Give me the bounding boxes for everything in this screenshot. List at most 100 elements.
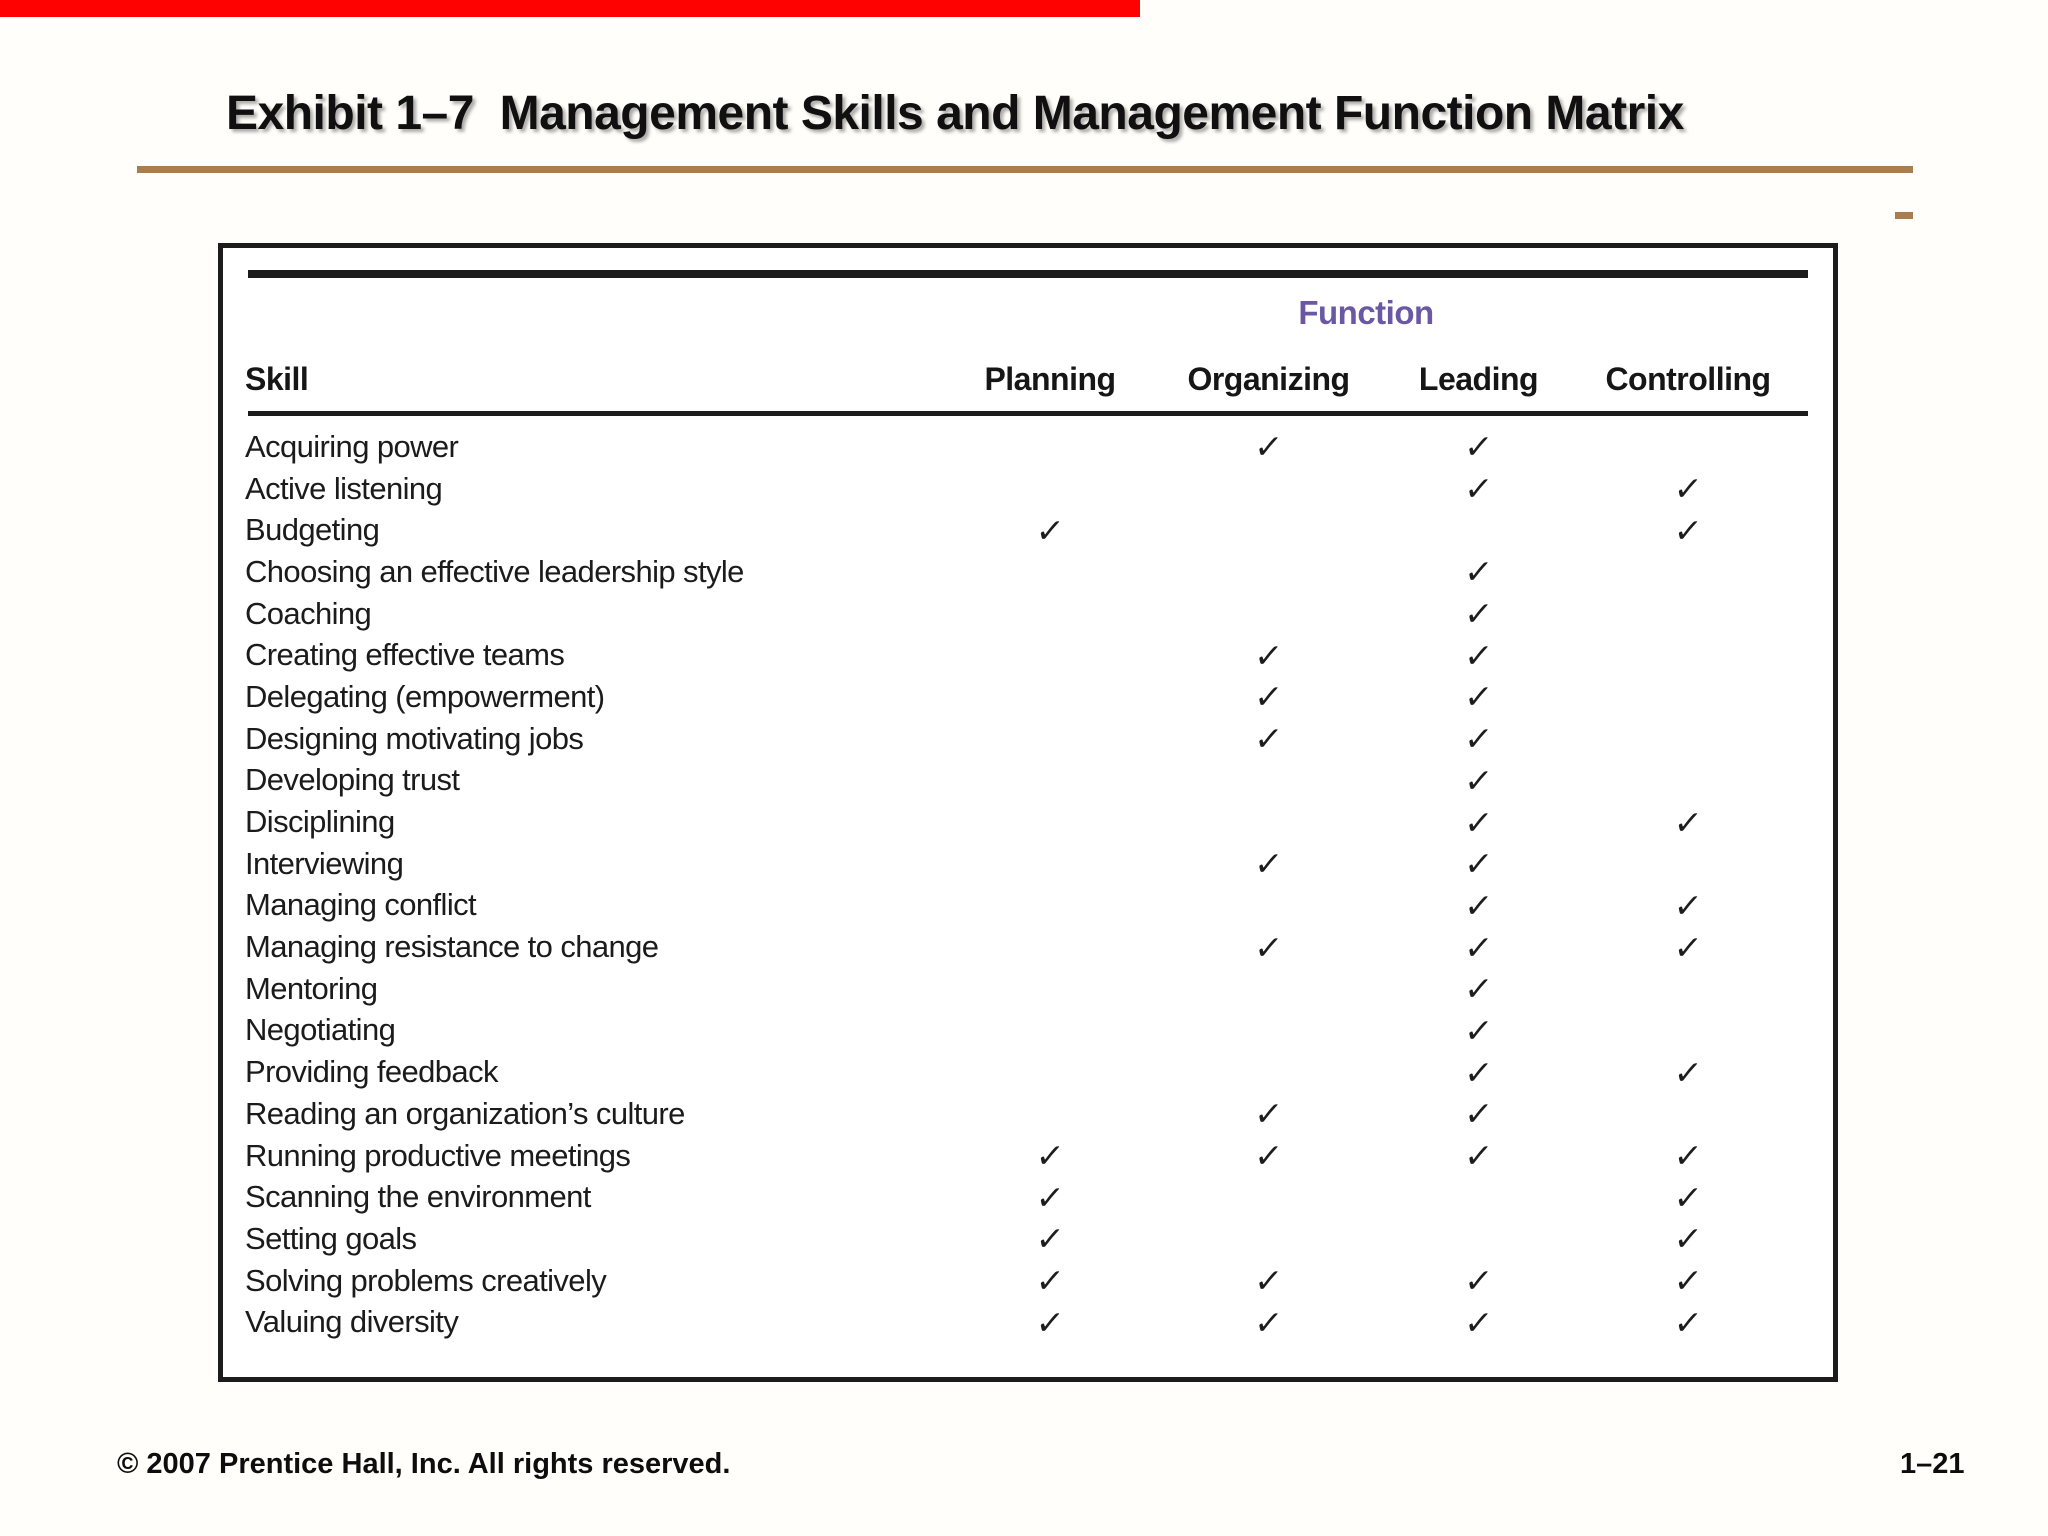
checkmark-icon-leading: ✓ (1462, 927, 1495, 967)
table-row: Providing feedback ✓ ✓ (223, 1051, 1833, 1093)
skill-label: Managing resistance to change (245, 929, 659, 965)
checkmark-icon-controlling: ✓ (1672, 1177, 1704, 1217)
checkmark-icon-planning: ✓ (1034, 1302, 1066, 1342)
checkmark-icon-controlling: ✓ (1672, 469, 1704, 509)
skills-function-matrix: Function Skill Planning Organizing Leadi… (218, 243, 1838, 1382)
checkmark-icon-planning: ✓ (1034, 1136, 1066, 1176)
table-row: Mentoring ✓ (223, 968, 1833, 1010)
skill-label: Disciplining (245, 804, 395, 840)
checkmark-icon-leading: ✓ (1462, 1302, 1495, 1342)
checkmark-icon-controlling: ✓ (1672, 802, 1704, 842)
checkmark-icon-leading: ✓ (1462, 635, 1495, 675)
skill-label: Developing trust (245, 762, 460, 798)
skill-label: Budgeting (245, 512, 380, 548)
title-underline (137, 166, 1913, 173)
column-header-organizing: Organizing (1187, 361, 1350, 397)
checkmark-icon-controlling: ✓ (1672, 1219, 1704, 1259)
table-row: Delegating (empowerment) ✓ ✓ (223, 676, 1833, 718)
checkmark-icon-organizing: ✓ (1252, 844, 1285, 884)
column-header-leading: Leading (1418, 361, 1539, 397)
table-row: Running productive meetings ✓ ✓ ✓ ✓ (223, 1135, 1833, 1177)
checkmark-icon-leading: ✓ (1462, 844, 1495, 884)
checkmark-icon-leading: ✓ (1462, 427, 1495, 467)
matrix-rows: Acquiring power ✓ ✓ Active listening ✓ ✓ Budge… (223, 420, 1833, 1377)
checkmark-icon-organizing: ✓ (1252, 1136, 1285, 1176)
skill-label: Solving problems creatively (245, 1262, 607, 1298)
checkmark-icon-planning: ✓ (1034, 1219, 1066, 1259)
table-row: Creating effective teams ✓ ✓ (223, 634, 1833, 676)
table-row: Developing trust ✓ (223, 760, 1833, 802)
skill-label: Providing feedback (245, 1054, 498, 1090)
checkmark-icon-organizing: ✓ (1252, 1302, 1285, 1342)
table-row: Acquiring power ✓ ✓ (223, 426, 1833, 468)
skill-label: Acquiring power (245, 428, 459, 464)
table-row: Solving problems creatively ✓ ✓ ✓ ✓ (223, 1260, 1833, 1302)
table-row: Managing conflict ✓ ✓ (223, 885, 1833, 927)
page-number: 1–21 (1900, 1448, 1965, 1480)
skill-label: Mentoring (245, 970, 378, 1006)
checkmark-icon-leading: ✓ (1462, 1261, 1495, 1301)
checkmark-icon-organizing: ✓ (1252, 1094, 1285, 1134)
table-row: Negotiating ✓ (223, 1010, 1833, 1052)
checkmark-icon-organizing: ✓ (1252, 635, 1285, 675)
checkmark-icon-planning: ✓ (1034, 1177, 1066, 1217)
corner-dash (1895, 212, 1913, 219)
slide-title: Exhibit 1–7 Management Skills and Manage… (226, 87, 1684, 140)
table-row: Valuing diversity ✓ ✓ ✓ ✓ (223, 1301, 1833, 1343)
skill-label: Setting goals (245, 1220, 417, 1256)
skill-label: Delegating (empowerment) (245, 678, 605, 714)
checkmark-icon-controlling: ✓ (1672, 927, 1704, 967)
column-header-skill: Skill (245, 361, 309, 397)
checkmark-icon-leading: ✓ (1462, 677, 1495, 717)
checkmark-icon-leading: ✓ (1462, 760, 1495, 800)
skill-label: Scanning the environment (245, 1179, 591, 1215)
checkmark-icon-leading: ✓ (1462, 885, 1495, 925)
table-row: Disciplining ✓ ✓ (223, 801, 1833, 843)
checkmark-icon-organizing: ✓ (1252, 427, 1285, 467)
checkmark-icon-controlling: ✓ (1672, 1302, 1704, 1342)
function-group-header: Function (1298, 294, 1434, 331)
table-row: Coaching ✓ (223, 593, 1833, 635)
table-row: Scanning the environment ✓ ✓ (223, 1176, 1833, 1218)
checkmark-icon-leading: ✓ (1462, 1052, 1495, 1092)
table-row: Reading an organization’s culture ✓ ✓ (223, 1093, 1833, 1135)
skill-label: Negotiating (245, 1012, 396, 1048)
checkmark-icon-organizing: ✓ (1252, 1261, 1285, 1301)
skill-label: Choosing an effective leadership style (245, 553, 744, 589)
skill-label: Designing motivating jobs (245, 720, 584, 756)
checkmark-icon-leading: ✓ (1462, 1136, 1495, 1176)
checkmark-icon-leading: ✓ (1462, 469, 1495, 509)
column-header-controlling: Controlling (1605, 361, 1771, 397)
table-row: Choosing an effective leadership style ✓ (223, 551, 1833, 593)
table-top-rule (248, 270, 1808, 278)
table-row: Budgeting ✓ ✓ (223, 509, 1833, 551)
checkmark-icon-leading: ✓ (1462, 969, 1495, 1009)
checkmark-icon-controlling: ✓ (1672, 1261, 1704, 1301)
checkmark-icon-controlling: ✓ (1672, 1136, 1704, 1176)
skill-label: Running productive meetings (245, 1137, 631, 1173)
table-row: Active listening ✓ ✓ (223, 468, 1833, 510)
checkmark-icon-planning: ✓ (1034, 510, 1066, 550)
table-row: Interviewing ✓ ✓ (223, 843, 1833, 885)
checkmark-icon-leading: ✓ (1462, 719, 1495, 759)
checkmark-icon-leading: ✓ (1462, 802, 1495, 842)
checkmark-icon-controlling: ✓ (1672, 510, 1704, 550)
table-row: Designing motivating jobs ✓ ✓ (223, 718, 1833, 760)
skill-label: Coaching (245, 595, 372, 631)
checkmark-icon-leading: ✓ (1462, 1010, 1495, 1050)
checkmark-icon-planning: ✓ (1034, 1261, 1066, 1301)
checkmark-icon-organizing: ✓ (1252, 927, 1285, 967)
skill-label: Reading an organization’s culture (245, 1095, 685, 1131)
checkmark-icon-organizing: ✓ (1252, 677, 1285, 717)
skill-label: Creating effective teams (245, 637, 565, 673)
skill-label: Valuing diversity (245, 1304, 459, 1340)
checkmark-icon-leading: ✓ (1462, 1094, 1495, 1134)
checkmark-icon-controlling: ✓ (1672, 1052, 1704, 1092)
table-row: Setting goals ✓ ✓ (223, 1218, 1833, 1260)
copyright-text: © 2007 Prentice Hall, Inc. All rights re… (117, 1448, 731, 1480)
skill-label: Active listening (245, 470, 443, 506)
skill-label: Interviewing (245, 845, 404, 881)
checkmark-icon-leading: ✓ (1462, 552, 1495, 592)
skill-label: Managing conflict (245, 887, 477, 923)
